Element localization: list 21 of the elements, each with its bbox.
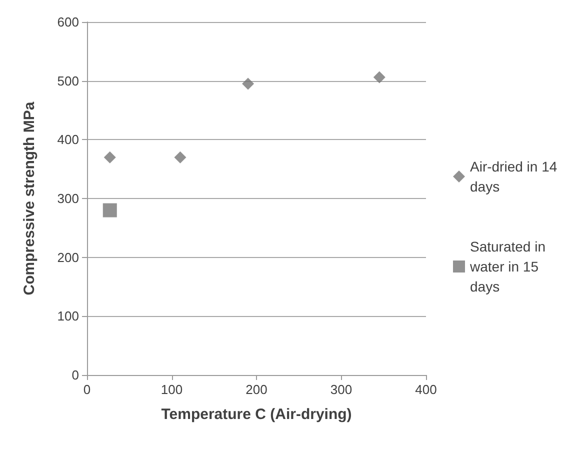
- x-axis-title: Temperature C (Air-drying): [161, 406, 352, 423]
- point: [373, 71, 386, 84]
- x-tick-label: 100: [160, 382, 183, 397]
- point: [102, 203, 117, 218]
- y-tick-label: 300: [57, 191, 79, 206]
- point: [174, 151, 186, 164]
- y-tick-label: 100: [57, 308, 79, 324]
- y-tick-label: 600: [57, 14, 79, 30]
- x-tick-label: 400: [415, 382, 437, 397]
- y-tick-label: 0: [72, 368, 79, 382]
- y-tick-label: 400: [57, 132, 79, 148]
- x-tick-label: 300: [330, 382, 352, 397]
- y-tick-label: 500: [57, 73, 79, 88]
- y-axis-title: Compressive strength MPa: [21, 101, 38, 296]
- x-tick-label: 0: [83, 382, 91, 397]
- y-tick-label: 200: [57, 250, 79, 265]
- legend-label: Air-dried in 14 days: [470, 158, 562, 194]
- point: [104, 151, 116, 164]
- x-tick-label: 200: [246, 382, 268, 397]
- legend-label: Saturated in water in 15 days: [469, 238, 550, 294]
- point: [242, 78, 254, 90]
